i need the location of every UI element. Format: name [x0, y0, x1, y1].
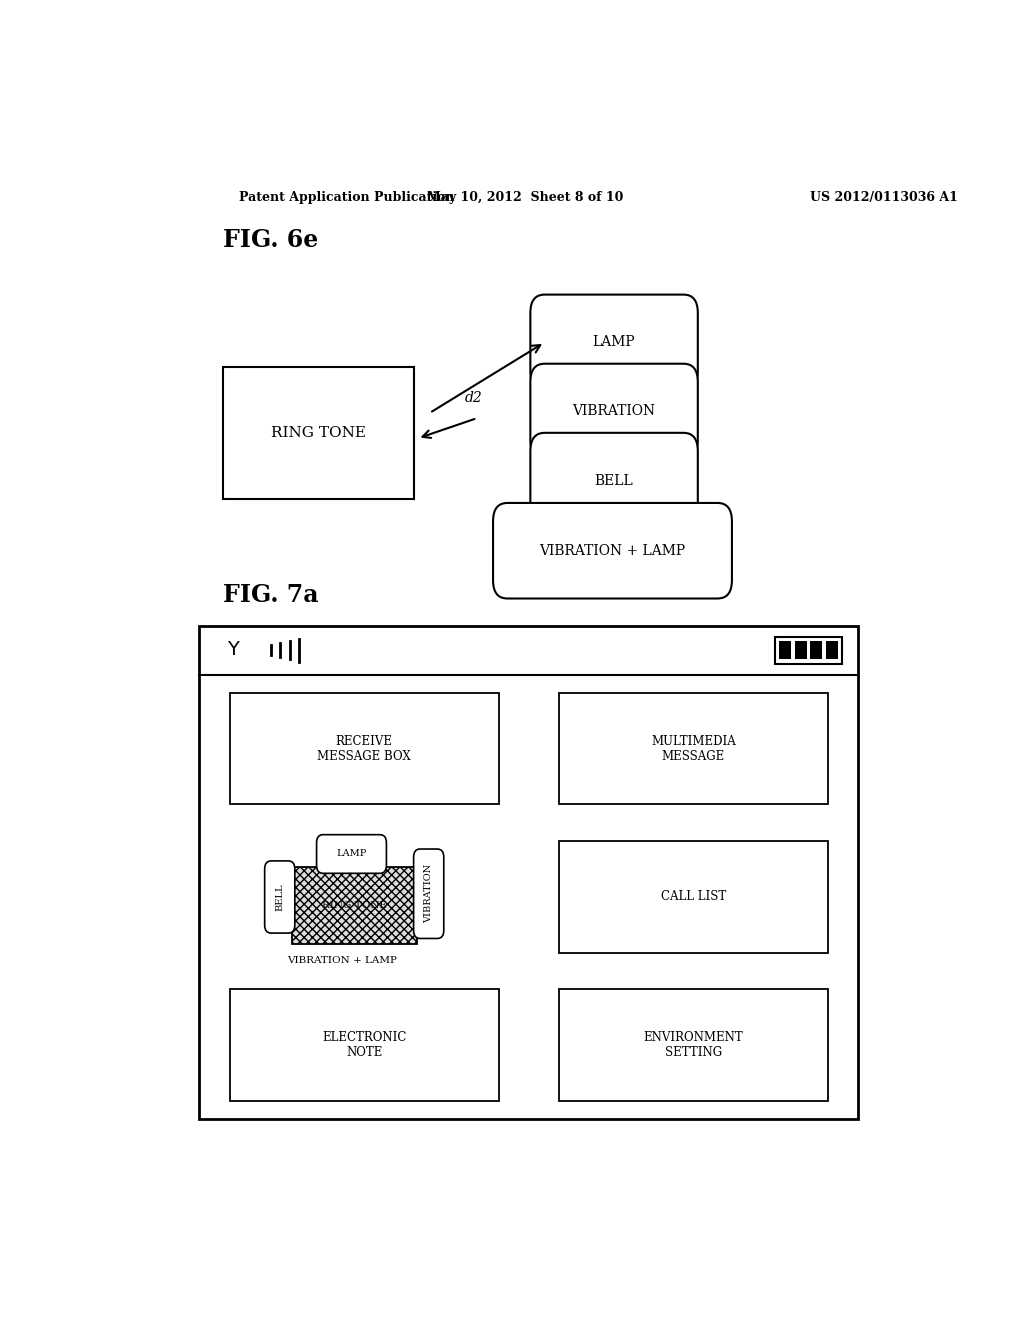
FancyBboxPatch shape — [264, 861, 295, 933]
Text: Patent Application Publication: Patent Application Publication — [240, 190, 455, 203]
Text: FIG. 7a: FIG. 7a — [223, 583, 318, 607]
Text: LAMP: LAMP — [593, 335, 636, 350]
Text: ELECTRONIC
NOTE: ELECTRONIC NOTE — [322, 1031, 407, 1059]
Text: MULTIMEDIA
MESSAGE: MULTIMEDIA MESSAGE — [651, 735, 736, 763]
FancyBboxPatch shape — [778, 642, 791, 660]
FancyBboxPatch shape — [811, 642, 822, 660]
FancyBboxPatch shape — [559, 841, 828, 953]
Text: RING TONE: RING TONE — [271, 426, 366, 440]
FancyBboxPatch shape — [530, 364, 697, 459]
Text: BELL: BELL — [275, 883, 285, 911]
FancyBboxPatch shape — [494, 503, 732, 598]
FancyBboxPatch shape — [200, 626, 858, 1119]
Text: US 2012/0113036 A1: US 2012/0113036 A1 — [811, 190, 958, 203]
Text: ENVIRONMENT
SETTING: ENVIRONMENT SETTING — [643, 1031, 743, 1059]
FancyBboxPatch shape — [229, 989, 499, 1101]
FancyBboxPatch shape — [775, 638, 842, 664]
Text: BELL: BELL — [595, 474, 634, 487]
Text: RECEIVE
MESSAGE BOX: RECEIVE MESSAGE BOX — [317, 735, 411, 763]
Text: VIBRATION + LAMP: VIBRATION + LAMP — [287, 957, 396, 965]
FancyBboxPatch shape — [414, 849, 443, 939]
FancyBboxPatch shape — [229, 693, 499, 804]
Text: CALL LIST: CALL LIST — [660, 890, 726, 903]
Text: VIBRATION: VIBRATION — [424, 865, 433, 923]
FancyBboxPatch shape — [530, 294, 697, 391]
Text: d2: d2 — [464, 391, 482, 405]
Text: FIG. 6e: FIG. 6e — [223, 228, 318, 252]
Text: RING TONE: RING TONE — [322, 902, 387, 911]
Text: $\Upsilon$: $\Upsilon$ — [227, 642, 241, 659]
FancyBboxPatch shape — [316, 834, 386, 874]
FancyBboxPatch shape — [559, 693, 828, 804]
Text: VIBRATION: VIBRATION — [572, 404, 655, 418]
Text: May 10, 2012  Sheet 8 of 10: May 10, 2012 Sheet 8 of 10 — [427, 190, 623, 203]
FancyBboxPatch shape — [223, 367, 414, 499]
Text: VIBRATION + LAMP: VIBRATION + LAMP — [540, 544, 685, 558]
FancyBboxPatch shape — [795, 642, 807, 660]
FancyBboxPatch shape — [559, 989, 828, 1101]
FancyBboxPatch shape — [292, 867, 417, 944]
Text: LAMP: LAMP — [336, 850, 367, 858]
FancyBboxPatch shape — [826, 642, 839, 660]
FancyBboxPatch shape — [530, 433, 697, 528]
